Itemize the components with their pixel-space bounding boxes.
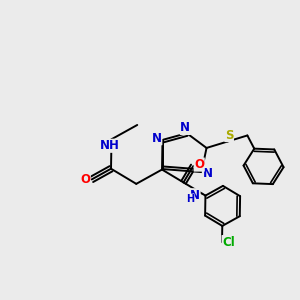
Text: N: N bbox=[152, 132, 162, 145]
Text: O: O bbox=[194, 158, 204, 171]
Text: S: S bbox=[225, 128, 233, 142]
Text: O: O bbox=[80, 173, 90, 186]
Text: Cl: Cl bbox=[222, 236, 235, 249]
Text: N: N bbox=[190, 189, 200, 202]
Text: N: N bbox=[180, 122, 190, 134]
Text: N: N bbox=[202, 167, 212, 180]
Text: H: H bbox=[186, 194, 194, 204]
Text: NH: NH bbox=[100, 139, 120, 152]
